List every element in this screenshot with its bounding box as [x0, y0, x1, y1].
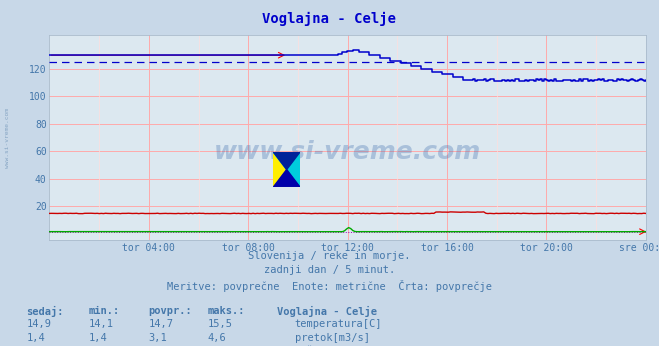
- Text: povpr.:: povpr.:: [148, 306, 192, 316]
- Text: 4,6: 4,6: [208, 333, 226, 343]
- Polygon shape: [273, 170, 300, 187]
- Text: www.si-vreme.com: www.si-vreme.com: [214, 140, 481, 164]
- Text: maks.:: maks.:: [208, 306, 245, 316]
- Text: Voglajna - Celje: Voglajna - Celje: [277, 306, 377, 317]
- Text: zadnji dan / 5 minut.: zadnji dan / 5 minut.: [264, 265, 395, 275]
- Text: 1,4: 1,4: [89, 333, 107, 343]
- Text: temperatura[C]: temperatura[C]: [295, 319, 382, 329]
- Text: Meritve: povprečne  Enote: metrične  Črta: povprečje: Meritve: povprečne Enote: metrične Črta:…: [167, 280, 492, 292]
- Text: sedaj:: sedaj:: [26, 306, 64, 317]
- Text: 14,1: 14,1: [89, 319, 114, 329]
- Text: www.si-vreme.com: www.si-vreme.com: [5, 108, 11, 169]
- Text: 1,4: 1,4: [26, 333, 45, 343]
- Polygon shape: [273, 152, 300, 187]
- Text: min.:: min.:: [89, 306, 120, 316]
- Text: Slovenija / reke in morje.: Slovenija / reke in morje.: [248, 251, 411, 261]
- Text: 15,5: 15,5: [208, 319, 233, 329]
- Polygon shape: [273, 152, 300, 187]
- Text: pretok[m3/s]: pretok[m3/s]: [295, 333, 370, 343]
- Polygon shape: [273, 152, 300, 170]
- Text: Voglajna - Celje: Voglajna - Celje: [262, 12, 397, 26]
- Text: 14,9: 14,9: [26, 319, 51, 329]
- Text: 3,1: 3,1: [148, 333, 167, 343]
- Text: 14,7: 14,7: [148, 319, 173, 329]
